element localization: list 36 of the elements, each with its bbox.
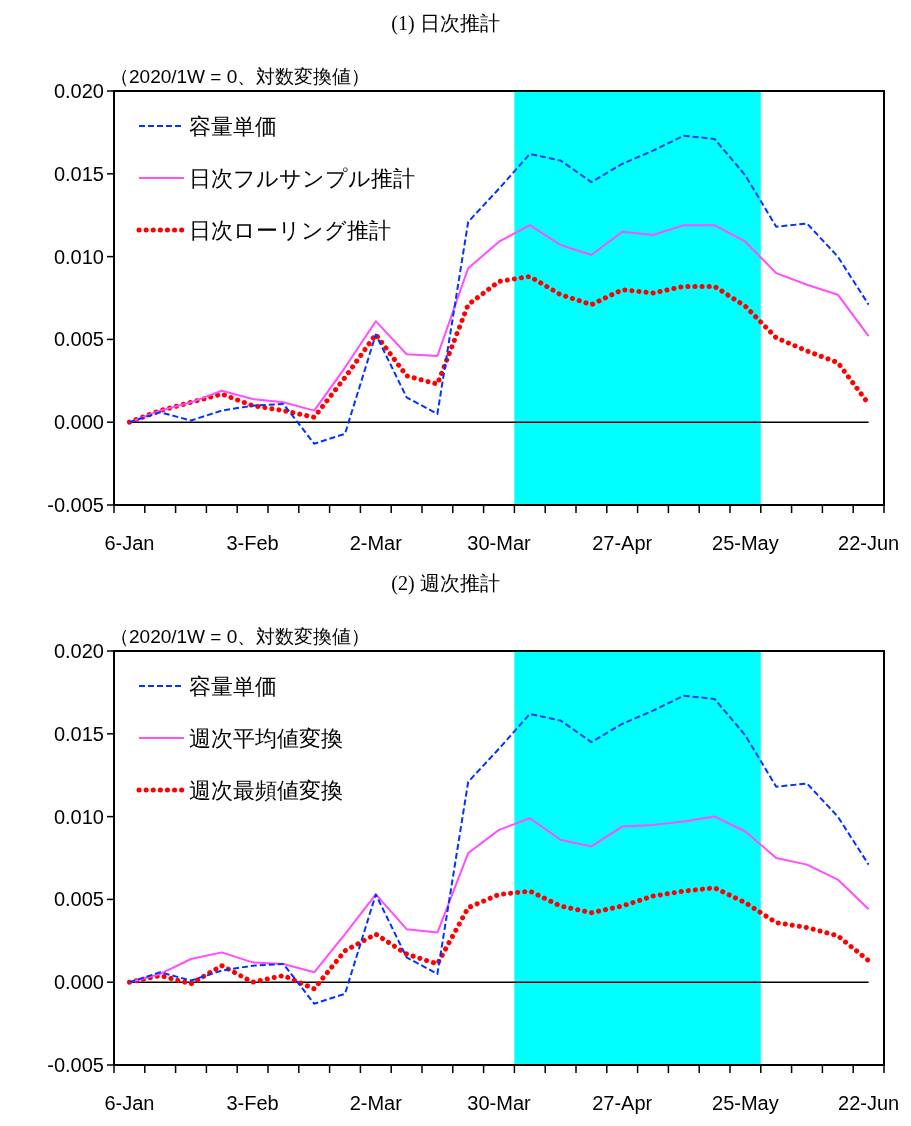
y-tick-label: 0.015 (53, 162, 104, 185)
chart-title: (2) 週次推計 (391, 572, 500, 595)
y-tick-label: 0.010 (53, 245, 104, 268)
x-tick-label: 25-May (712, 532, 779, 554)
x-tick-label: 2-Mar (349, 532, 403, 554)
x-tick-label: 22-Jun (838, 1092, 900, 1114)
y-tick-label: 0.005 (53, 328, 104, 351)
x-tick-label: 25-May (712, 1092, 779, 1114)
legend-label: 容量単価 (189, 113, 277, 139)
y-tick-label: 0.000 (53, 411, 104, 434)
x-tick-label: 30-Mar (467, 532, 532, 554)
x-tick-label: 27-Apr (592, 1092, 653, 1114)
y-tick-label: 0.005 (53, 888, 104, 911)
x-tick-label: 2-Mar (349, 1092, 403, 1114)
x-tick-label: 22-Jun (838, 532, 900, 554)
y-axis-title: （2020/1W = 0、対数変換値） (110, 66, 371, 87)
legend-label: 日次フルサンプル推計 (189, 165, 415, 191)
x-tick-label: 3-Feb (226, 532, 279, 554)
y-tick-label: 0.020 (53, 640, 104, 662)
x-tick-label: 30-Mar (467, 1092, 532, 1114)
legend-label: 日次ローリング推計 (189, 217, 391, 243)
y-tick-label: 0.000 (53, 971, 104, 994)
x-tick-label: 27-Apr (592, 532, 653, 554)
y-tick-label: 0.020 (53, 80, 104, 102)
y-tick-label: -0.005 (47, 494, 104, 516)
legend-label: 容量単価 (189, 673, 277, 699)
y-tick-label: 0.015 (53, 722, 104, 745)
legend-label: 週次最頻値変換 (189, 777, 343, 803)
y-axis-title: （2020/1W = 0、対数変換値） (110, 626, 371, 647)
x-tick-label: 6-Jan (104, 1092, 155, 1114)
y-tick-label: 0.010 (53, 805, 104, 828)
legend-label: 週次平均値変換 (189, 725, 343, 751)
y-tick-label: -0.005 (47, 1054, 104, 1076)
chart-title: (1) 日次推計 (391, 12, 500, 35)
x-tick-label: 6-Jan (104, 532, 155, 554)
x-tick-label: 3-Feb (226, 1092, 279, 1114)
